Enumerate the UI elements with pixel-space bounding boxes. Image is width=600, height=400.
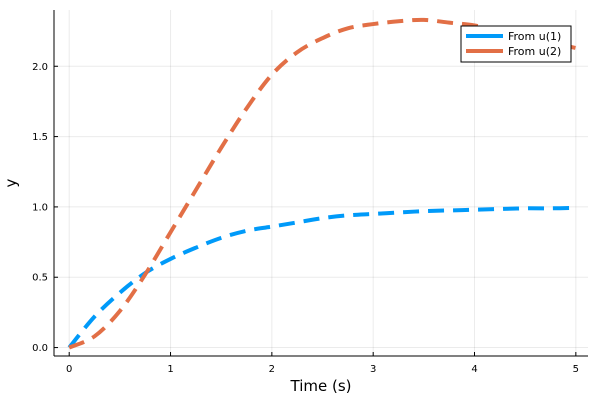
x-tick-label: 3: [370, 364, 376, 375]
y-tick-label: 2.0: [32, 62, 48, 73]
ticks: 0 1 2 3 4 5 0.0 0.5 1.0 1.5 2.0: [32, 62, 579, 375]
y-tick-label: 0.5: [32, 273, 48, 284]
legend-label-2: From u(2): [508, 45, 561, 58]
x-tick-label: 4: [471, 364, 477, 375]
y-tick-label: 0.0: [32, 343, 48, 354]
x-tick-label: 5: [573, 364, 579, 375]
axes: [53, 10, 588, 357]
y-tick-label: 1.5: [32, 132, 48, 143]
x-tick-label: 0: [66, 364, 72, 375]
x-tick-label: 2: [269, 364, 275, 375]
x-axis-label: Time (s): [290, 377, 352, 395]
legend-label-1: From u(1): [508, 30, 561, 43]
series-line-1: [67, 205, 576, 349]
legend-box: [460, 25, 572, 63]
grid: [54, 10, 588, 356]
x-tick-label: 1: [167, 364, 173, 375]
legend: From u(1) From u(2): [460, 25, 572, 63]
series-line-2: [68, 17, 577, 350]
y-axis-label: y: [2, 178, 20, 187]
y-tick-label: 1.0: [32, 202, 48, 213]
series: [67, 17, 577, 350]
